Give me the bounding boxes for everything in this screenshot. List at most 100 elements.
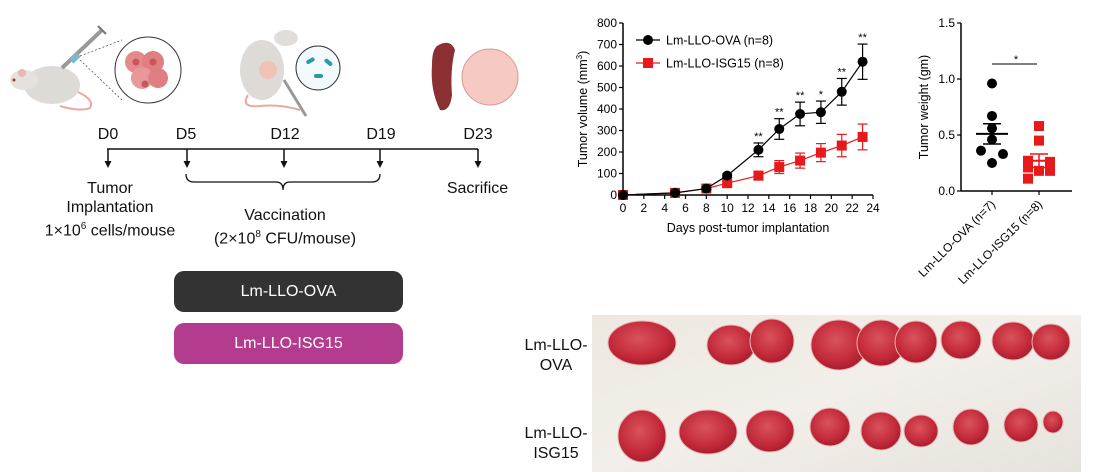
arrow-down-icon bbox=[474, 161, 482, 168]
data-point-1 bbox=[1045, 156, 1055, 167]
data-point-0 bbox=[701, 183, 712, 194]
photo-row-label-isg15: Lm-LLO- ISG15 bbox=[516, 424, 596, 464]
tumor-specimen-isg15-2 bbox=[745, 409, 795, 453]
y-tick-label: 0.5 bbox=[938, 128, 955, 142]
y-tick-label: 0 bbox=[610, 188, 617, 202]
implant-line2: Implantation bbox=[66, 199, 154, 216]
bacteria-icon bbox=[295, 45, 341, 91]
x-tick-label: 22 bbox=[845, 201, 859, 215]
tumor-specimen-isg15-3 bbox=[809, 407, 851, 447]
x-tick-label: 0 bbox=[620, 201, 627, 215]
legend-marker-0 bbox=[643, 35, 653, 45]
y-axis-label: Tumor weight (gm) bbox=[917, 55, 931, 159]
sacrifice-label: Sacrifice bbox=[446, 180, 509, 197]
y-tick-label: 800 bbox=[597, 16, 617, 30]
x-tick-label: 16 bbox=[783, 201, 797, 215]
significance-marker: * bbox=[819, 89, 824, 101]
data-point-1 bbox=[1034, 135, 1044, 146]
y-axis-label: Tumor volume (mm3) bbox=[575, 51, 590, 168]
x-tick-label: Lm-LLO-ISG15 (n=8) bbox=[955, 197, 1045, 287]
y-tick-label: 400 bbox=[597, 102, 617, 116]
y-tick-label: 0.0 bbox=[938, 184, 955, 198]
significance-marker: ** bbox=[796, 90, 805, 102]
series-line-0 bbox=[622, 61, 864, 196]
y-tick-label: 700 bbox=[597, 38, 617, 52]
tumor-specimen-ova-5 bbox=[894, 320, 938, 364]
tumor-photo bbox=[592, 315, 1081, 472]
implant-line1: Tumor bbox=[87, 180, 133, 197]
timeline-illustration bbox=[10, 25, 519, 191]
significance-marker: ** bbox=[837, 66, 846, 78]
series-line-1 bbox=[622, 136, 863, 196]
arrow-down-icon bbox=[104, 161, 112, 168]
vaccination-unit: CFU/mouse) bbox=[260, 230, 357, 248]
tumor-specimen-isg15-0 bbox=[617, 409, 667, 463]
tumor-cells-icon bbox=[114, 36, 182, 104]
data-point-0 bbox=[976, 145, 986, 156]
data-point-0 bbox=[670, 187, 681, 198]
tumor-specimen-ova-7 bbox=[991, 321, 1035, 361]
group-pill-isg15: Lm-LLO-ISG15 bbox=[174, 323, 403, 364]
x-tick-label: 8 bbox=[703, 201, 710, 215]
data-point-1 bbox=[722, 178, 733, 189]
vaccination-label: Vaccination (2×108 CFU/mouse) bbox=[200, 206, 370, 248]
data-point-1 bbox=[815, 147, 826, 158]
arrow-down-icon bbox=[376, 161, 384, 168]
vaccination-dose: (2×10 bbox=[213, 230, 256, 248]
significance-marker: * bbox=[1014, 54, 1019, 66]
significance-marker: ** bbox=[775, 107, 784, 119]
x-tick-label: Lm-LLO-OVA (n=7) bbox=[916, 197, 999, 280]
data-point-1 bbox=[753, 170, 764, 181]
legend-marker-1 bbox=[643, 58, 653, 68]
data-point-0 bbox=[753, 144, 764, 155]
day-label-d12: D12 bbox=[270, 126, 300, 143]
day-label-d19: D19 bbox=[366, 126, 396, 143]
tumor-specimen-ova-8 bbox=[1031, 323, 1071, 361]
syringe-icon bbox=[60, 25, 107, 70]
x-tick-label: 4 bbox=[661, 201, 668, 215]
group-pill-ova: Lm-LLO-OVA bbox=[174, 271, 403, 312]
legend-label-0: Lm-LLO-OVA (n=8) bbox=[666, 34, 773, 48]
tumor-specimen-ova-1 bbox=[706, 324, 756, 366]
data-point-1 bbox=[1045, 165, 1055, 176]
tumor-specimen-ova-2 bbox=[749, 318, 795, 364]
arrow-down-icon bbox=[183, 161, 191, 168]
x-tick-label: 2 bbox=[640, 201, 647, 215]
data-point-0 bbox=[722, 170, 733, 181]
tumor-specimen-isg15-6 bbox=[952, 408, 990, 446]
tumor-specimen-ova-6 bbox=[940, 320, 982, 360]
data-point-0 bbox=[998, 149, 1008, 160]
tumor-specimen-isg15-8 bbox=[1042, 410, 1064, 434]
data-point-0 bbox=[815, 107, 826, 118]
data-point-1 bbox=[1034, 165, 1044, 176]
photo-row-label-ova-line1: Lm-LLO- bbox=[524, 337, 588, 354]
data-point-0 bbox=[836, 86, 847, 97]
implant-label: Tumor Implantation 1×106 cells/mouse bbox=[30, 179, 190, 240]
x-tick-label: 24 bbox=[866, 201, 880, 215]
legend-label-1: Lm-LLO-ISG15 (n=8) bbox=[666, 57, 784, 71]
tumor-specimen-ova-0 bbox=[607, 320, 677, 366]
tumor-icon bbox=[461, 48, 519, 106]
implant-line3: 1×106 cells/mouse bbox=[30, 217, 190, 240]
vaccination-exponent: 8 bbox=[255, 229, 261, 240]
significance-marker: ** bbox=[754, 131, 763, 143]
spleen-icon bbox=[431, 42, 455, 111]
data-point-0 bbox=[987, 110, 997, 121]
data-point-0 bbox=[857, 56, 868, 67]
data-point-1 bbox=[774, 162, 785, 173]
arrow-down-icon bbox=[280, 161, 288, 168]
vaccination-line1: Vaccination bbox=[244, 207, 326, 224]
x-tick-label: 18 bbox=[804, 201, 818, 215]
day-label-d0: D0 bbox=[97, 126, 119, 143]
vaccination-line2: (2×108 CFU/mouse) bbox=[200, 225, 370, 248]
y-tick-label: 300 bbox=[597, 124, 617, 138]
implant-unit: cells/mouse bbox=[86, 222, 176, 240]
photo-row-label-isg15-line2: ISG15 bbox=[533, 445, 579, 462]
x-tick-label: 12 bbox=[741, 201, 755, 215]
data-point-0 bbox=[774, 123, 785, 134]
mouse-implant-icon bbox=[10, 66, 93, 111]
data-point-1 bbox=[795, 155, 806, 166]
data-point-1 bbox=[857, 131, 868, 142]
data-point-1 bbox=[1034, 121, 1044, 132]
